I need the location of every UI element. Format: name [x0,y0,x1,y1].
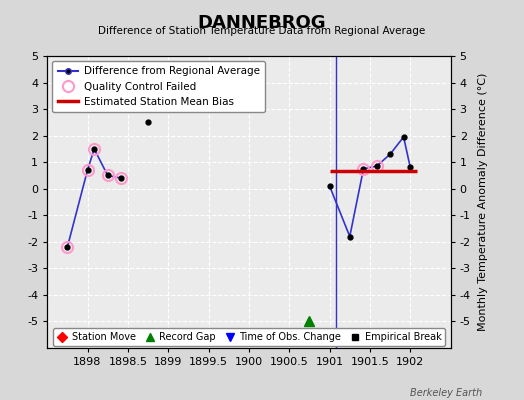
Legend: Station Move, Record Gap, Time of Obs. Change, Empirical Break: Station Move, Record Gap, Time of Obs. C… [52,328,445,346]
Text: Berkeley Earth: Berkeley Earth [410,388,482,398]
Text: DANNEBROG: DANNEBROG [198,14,326,32]
Y-axis label: Monthly Temperature Anomaly Difference (°C): Monthly Temperature Anomaly Difference (… [478,73,488,331]
Text: Difference of Station Temperature Data from Regional Average: Difference of Station Temperature Data f… [99,26,425,36]
